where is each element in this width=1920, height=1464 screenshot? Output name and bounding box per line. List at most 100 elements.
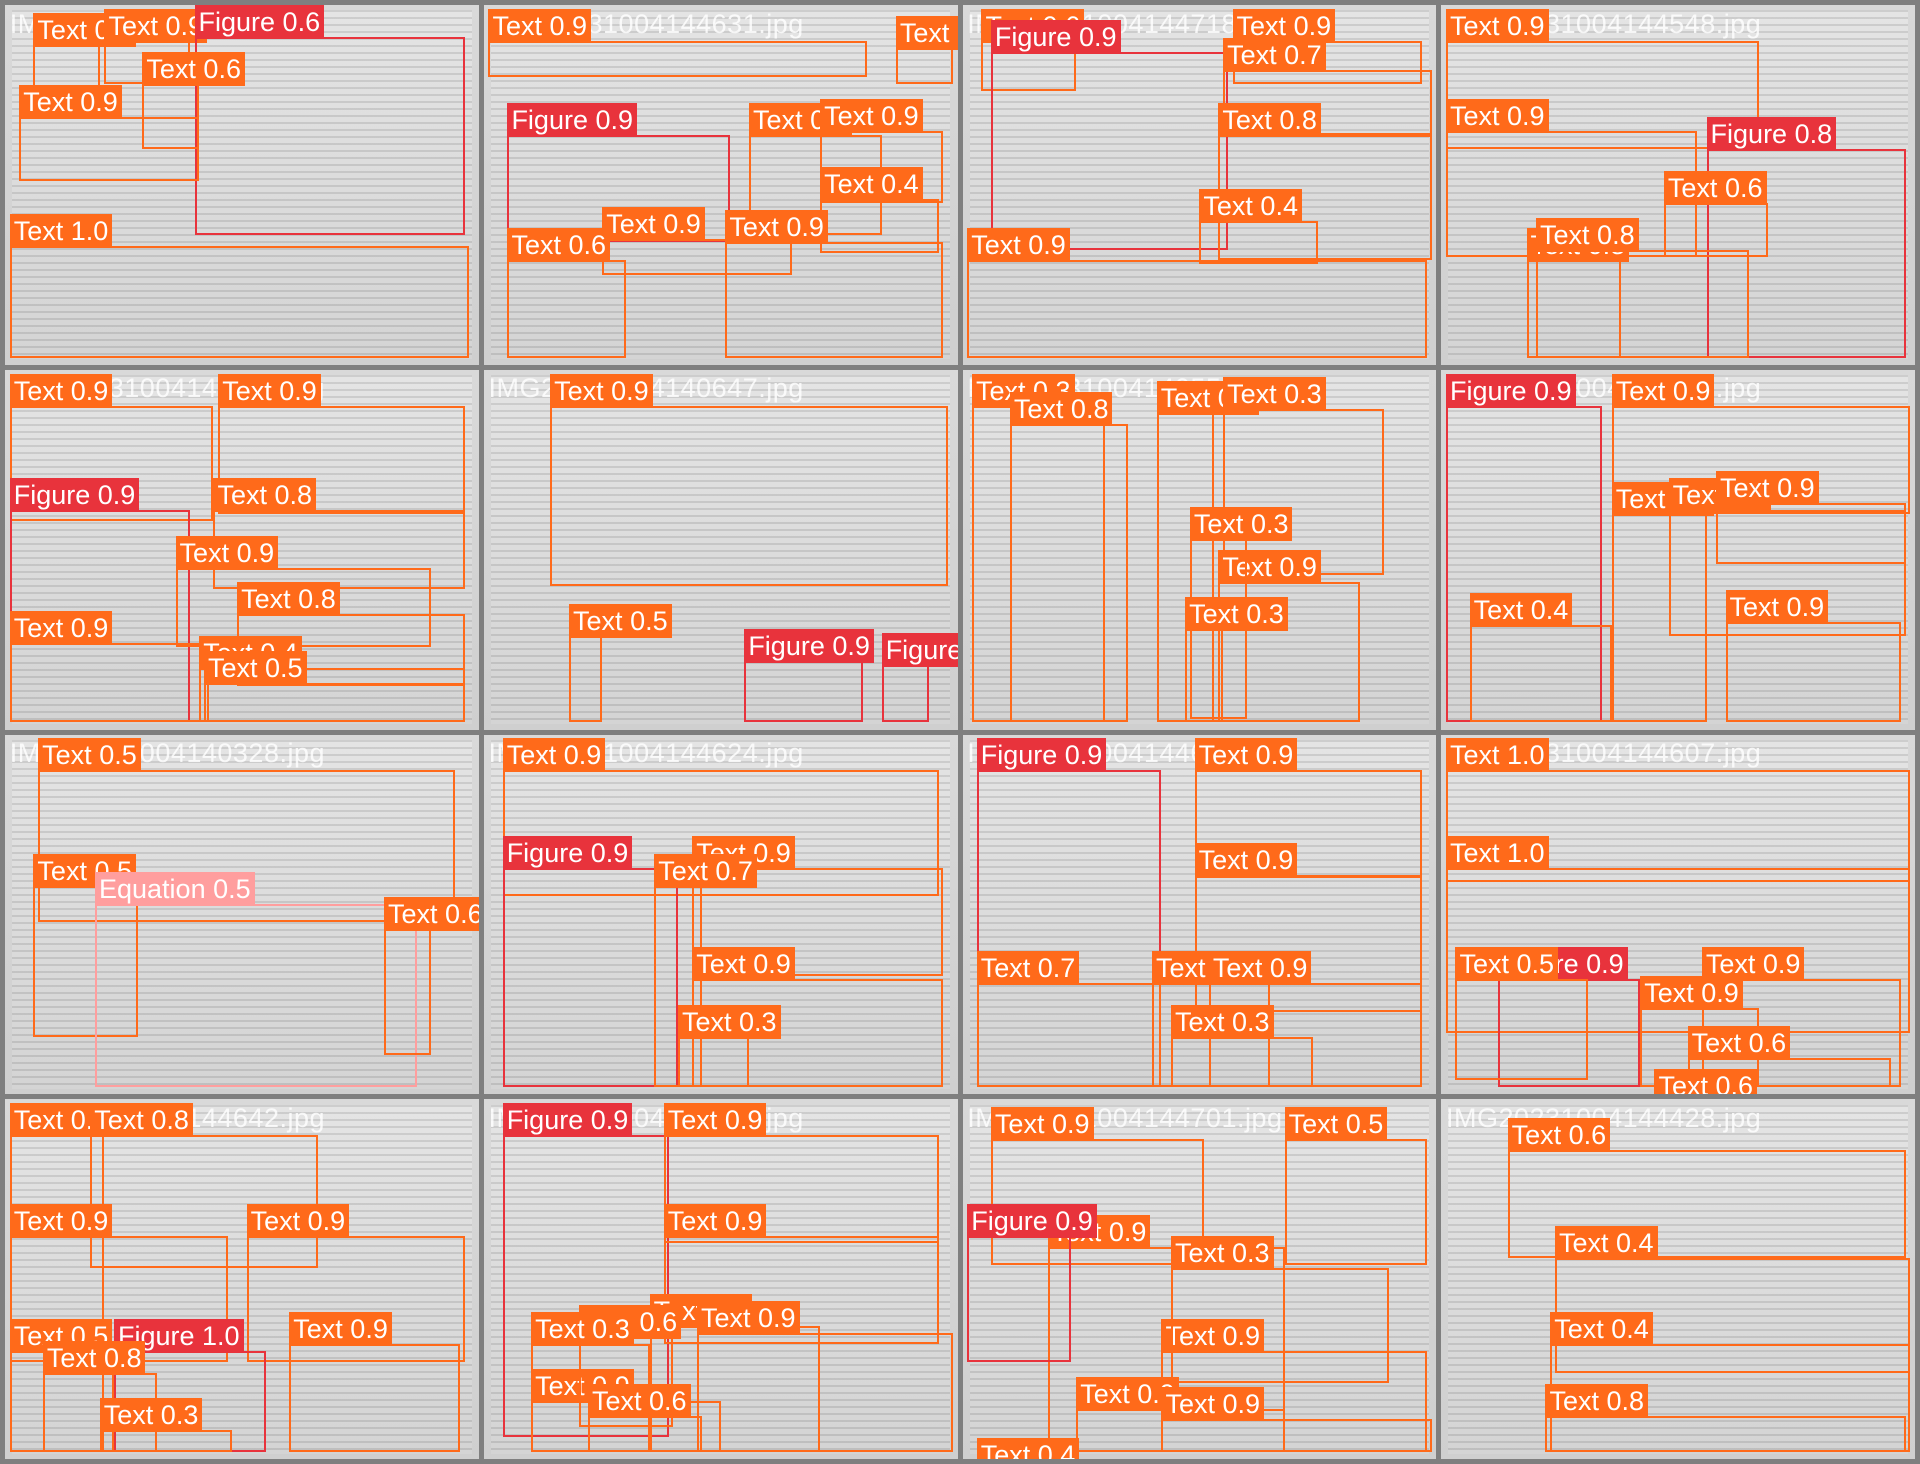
detection-score: 0.8: [151, 1105, 189, 1136]
detection-label: Text 1.0: [9, 214, 113, 249]
detection-score: 0.9: [70, 1205, 109, 1236]
detection-label: Text 0.9: [104, 8, 208, 43]
text-detection-box: Text 0.9: [663, 1103, 939, 1244]
figure-detection-box: Figure 0.9: [990, 19, 1228, 250]
detection-label: Figure 0.9: [967, 1203, 1097, 1238]
detection-label: Text 0.9: [175, 535, 279, 570]
detection-score: 0.5: [265, 652, 303, 683]
detection-class: Text: [1691, 1028, 1742, 1059]
detection-class: Figure: [511, 104, 588, 135]
detection-score: 0.4: [881, 169, 919, 200]
detection-label: Text 0.9: [1701, 947, 1805, 982]
detection-class: Text: [1198, 844, 1249, 875]
text-detection-box: Text 0.5: [569, 603, 672, 723]
detection-label: Figure 0.9: [9, 478, 140, 513]
detection-score: 0.3: [160, 1400, 199, 1431]
detection-class: Text: [1672, 480, 1723, 511]
text-detection-box: Text 1.0: [9, 214, 470, 358]
detection-score: 0.9: [663, 208, 701, 239]
detection-label: Text 0.8: [1218, 102, 1321, 137]
text-detection-box: Text 0.9: [9, 1203, 228, 1362]
detection-label: Text 0.9: [1611, 373, 1715, 408]
detection-class: Figure: [748, 631, 825, 662]
text-detection-box: Text 0.9: [1161, 1387, 1432, 1452]
text-detection-box: Text 0.9: [1611, 373, 1911, 514]
detection-score: 0.9: [1051, 1108, 1090, 1139]
figure-detection-box: Figure 0.9: [507, 102, 731, 243]
detection-class: Text: [1449, 837, 1500, 868]
detection-class: Text: [1189, 598, 1239, 629]
text-detection-box: Text 0.8: [42, 1340, 157, 1452]
text-detection-box: Text 0.9: [289, 1311, 460, 1452]
figure-detection-box: Figure 0.8: [1706, 116, 1906, 358]
detection-score: 0.9: [1534, 375, 1572, 406]
detection-class: Text: [222, 375, 272, 406]
detection-label: Text 0.3: [1189, 506, 1293, 541]
detection-score: 0.5: [99, 740, 137, 771]
detection-class: Figure: [1449, 375, 1527, 406]
detection-label: Text 0.4: [1199, 188, 1302, 223]
detection-label: Figure 0.6: [194, 5, 325, 40]
detection-score: 0.7: [715, 855, 753, 886]
detection-label: Figure 0.9: [990, 19, 1121, 54]
detection-class: Equation: [99, 873, 206, 904]
detection-label: Figure 0.9: [1445, 373, 1576, 408]
figure-detection-box: Figure 0.7: [881, 632, 958, 723]
text-detection-box: Text 0.8: [90, 1103, 318, 1269]
text-detection-box: Text 0.9: [967, 228, 1427, 358]
text-detection-box: Text 0.9: [1208, 950, 1423, 1088]
image-tile: IMG20231004144519.jpg Figure 0.9 Text 0.9 T…: [1441, 369, 1915, 730]
image-tile: IMG20231004144639.jpg Figure 0.9 Text 0.9 T…: [962, 734, 1437, 1095]
detection-score: 0.9: [70, 375, 109, 406]
text-detection-box: Text 0.5: [203, 650, 465, 723]
detection-label: Text 0.9: [725, 210, 828, 245]
text-detection-box: Text 0.3: [677, 1004, 781, 1088]
detection-class: Text: [899, 18, 950, 49]
detection-score: 0.9: [1762, 949, 1801, 980]
detection-class: Text: [729, 212, 779, 243]
detection-class: Text: [1080, 1378, 1130, 1409]
detection-label: Figure 0.9: [976, 738, 1107, 773]
text-detection-box: Text 0.6: [587, 1383, 702, 1452]
detection-label: Text 0.9: [1208, 950, 1312, 985]
detection-class: Text: [1203, 190, 1253, 221]
text-detection-box: Text 0.9: [1194, 738, 1423, 879]
detection-score: 0.9: [957, 18, 958, 48]
text-detection-box: Text 0.9: [1716, 470, 1906, 564]
detection-score: 0.6: [1724, 172, 1763, 203]
detection-class: Text: [994, 1108, 1045, 1139]
detection-class: Text: [1227, 379, 1277, 410]
detection-class: Text: [753, 104, 803, 135]
detection-class: Text: [37, 14, 87, 45]
detection-label: Text 0.4: [1550, 1311, 1653, 1346]
text-detection-box: Text 0.9: [175, 535, 432, 647]
detection-score: 0.9: [307, 1205, 346, 1236]
detection-label: Text 0.9: [502, 738, 606, 773]
detection-label: Text 0.9: [9, 373, 113, 408]
text-detection-box: Text 0.4: [1554, 1225, 1911, 1373]
detection-label: Figure 0.9: [744, 629, 874, 664]
detection-class: Figure: [980, 740, 1058, 771]
detection-class: Text: [1165, 1389, 1215, 1420]
detection-score: 0.9: [1786, 591, 1825, 622]
detection-class: Figure: [506, 1105, 584, 1136]
detection-score: 0.9: [70, 613, 109, 644]
detection-label: Text 0.9: [820, 98, 923, 133]
detection-score: 1.0: [70, 216, 109, 247]
detection-class: Text: [1720, 472, 1770, 503]
figure-detection-box: Figure 0.6: [194, 5, 465, 236]
detection-score: 0.9: [590, 1105, 629, 1136]
detection-score: 1.0: [202, 1321, 240, 1352]
text-detection-box: Text 0.9: [895, 16, 958, 85]
detection-score: 0.8: [298, 584, 336, 615]
text-detection-box: Text 0.9: [602, 206, 792, 275]
detection-score: 0.9: [1507, 100, 1545, 131]
detection-score: 0.9: [611, 375, 649, 406]
detection-score: 0.9: [1293, 10, 1332, 41]
detection-label: Text 0.6: [507, 228, 611, 263]
text-detection-box: Text 0.5: [1284, 1106, 1427, 1265]
detection-score: 0.3: [1231, 1238, 1270, 1269]
